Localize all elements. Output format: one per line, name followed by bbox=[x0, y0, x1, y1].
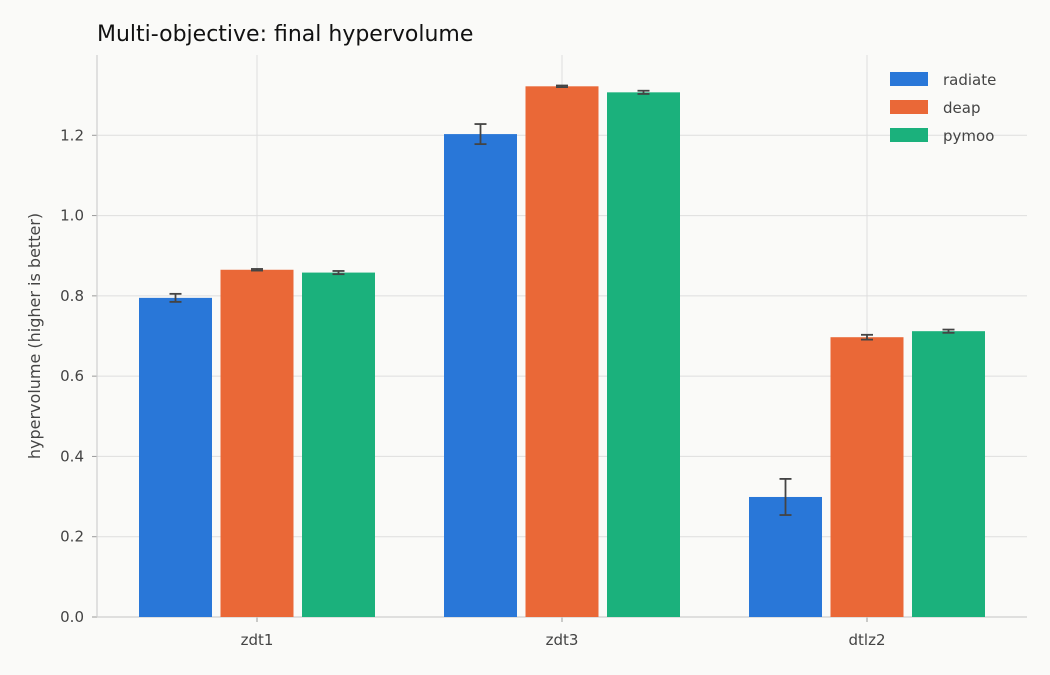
legend-label-pymoo: pymoo bbox=[943, 127, 994, 145]
bar-radiate-zdt3 bbox=[444, 134, 517, 617]
bar-radiate-dtlz2 bbox=[749, 496, 822, 617]
x-tick-label: zdt1 bbox=[241, 631, 274, 649]
bar-pymoo-zdt1 bbox=[302, 272, 375, 617]
y-tick-label: 1.2 bbox=[60, 126, 84, 144]
y-tick-label: 0.4 bbox=[60, 447, 84, 465]
x-tick-labels: zdt1 zdt3 dtlz2 bbox=[241, 631, 886, 649]
legend: radiate deap pymoo bbox=[890, 71, 996, 145]
legend-swatch-pymoo bbox=[890, 128, 928, 142]
y-axis-label: hypervolume (higher is better) bbox=[25, 213, 44, 459]
y-tick-label: 0.0 bbox=[60, 608, 84, 626]
bar-pymoo-zdt3 bbox=[607, 92, 680, 617]
bar-deap-zdt3 bbox=[525, 86, 599, 618]
y-tick-label: 0.2 bbox=[60, 528, 84, 546]
bar-deap-zdt1 bbox=[220, 269, 294, 617]
y-tick-labels: 0.0 0.2 0.4 0.6 0.8 1.0 1.2 bbox=[60, 126, 84, 626]
bars bbox=[139, 86, 985, 618]
bar-deap-dtlz2 bbox=[830, 337, 904, 617]
legend-label-radiate: radiate bbox=[943, 71, 996, 89]
y-tick-label: 0.6 bbox=[60, 367, 84, 385]
bar-pymoo-dtlz2 bbox=[912, 331, 985, 617]
x-tick-label: zdt3 bbox=[546, 631, 579, 649]
y-tick-label: 1.0 bbox=[60, 207, 84, 225]
chart-title: Multi-objective: final hypervolume bbox=[97, 22, 473, 47]
legend-label-deap: deap bbox=[943, 99, 980, 117]
legend-swatch-deap bbox=[890, 100, 928, 114]
x-tick-label: dtlz2 bbox=[849, 631, 886, 649]
y-tick-label: 0.8 bbox=[60, 287, 84, 305]
error-bars bbox=[169, 84, 955, 516]
legend-swatch-radiate bbox=[890, 72, 928, 86]
bar-radiate-zdt1 bbox=[139, 297, 212, 617]
